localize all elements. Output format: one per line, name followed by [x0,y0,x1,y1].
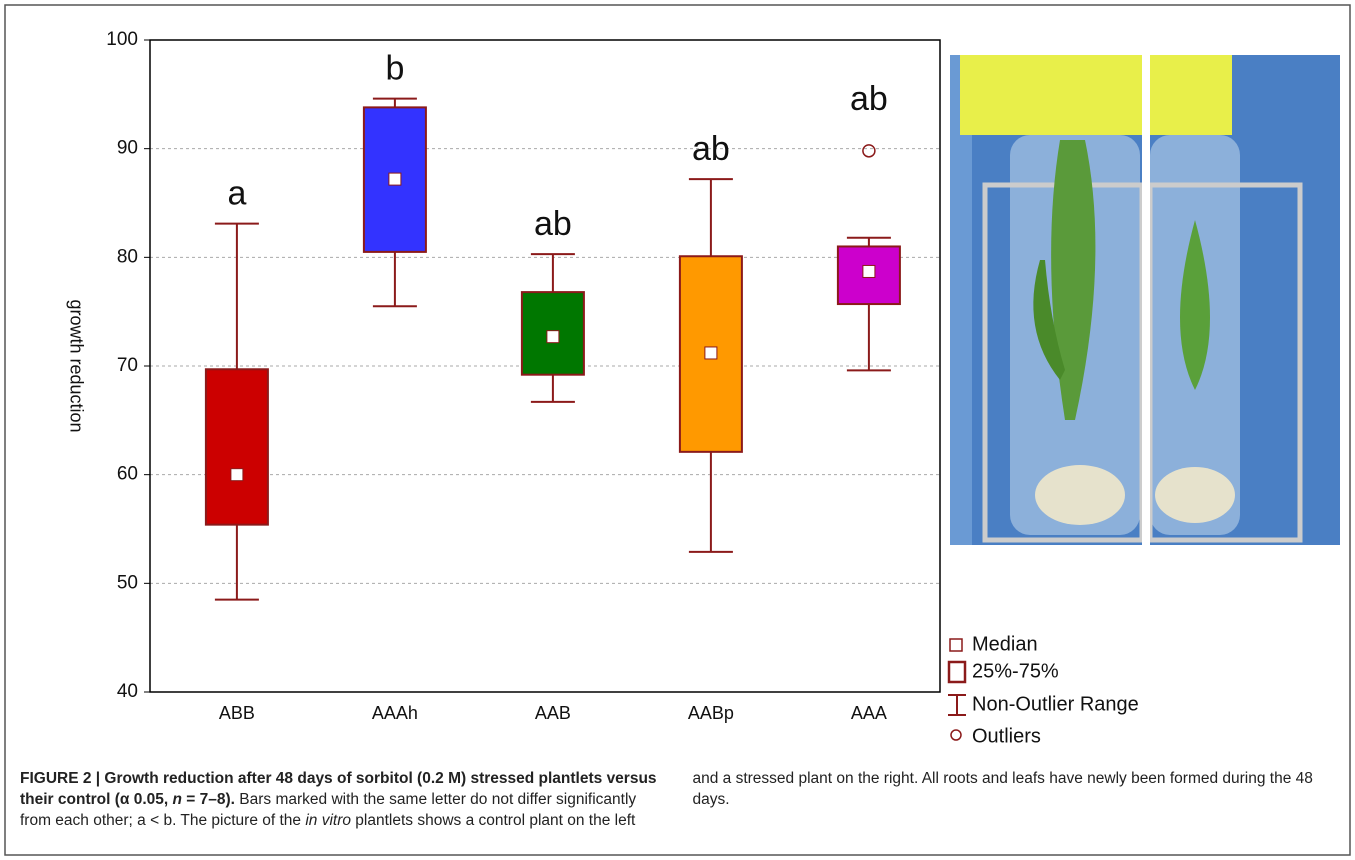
caption-bold-end: = 7–8). [182,791,235,808]
y-tick-label: 50 [117,572,138,593]
x-tick-label: AABp [688,703,734,723]
photo [950,55,1340,545]
median [547,331,559,343]
x-tick-label: AAA [851,703,887,723]
legend-icon [949,662,965,682]
legend-icon [950,639,962,651]
group-letter: ab [692,130,730,168]
x-tick-label: AAAh [372,703,418,723]
median [705,347,717,359]
group-letter: a [227,175,246,213]
x-tick-label: AAB [535,703,571,723]
median [389,173,401,185]
y-tick-label: 70 [117,355,138,376]
legend-icon [951,730,961,740]
y-tick-label: 40 [117,681,138,702]
y-tick-label: 80 [117,246,138,267]
legend-label: Outliers [972,725,1041,747]
caption-italic: in vitro [305,812,351,829]
figure: 40 50 60 70 80 90 100 growth reduction ABB a AAAh b… [0,0,1355,860]
median [863,265,875,277]
x-tick-label: ABB [219,703,255,723]
page: 40 50 60 70 80 90 100 growth reduction ABB a AAAh b… [0,0,1355,860]
y-tick-label: 60 [117,464,138,485]
legend-label: 25%-75% [972,660,1059,682]
y-axis-label: growth reduction [66,299,86,432]
legend-label: Median [972,633,1038,655]
y-tick-label: 100 [106,29,138,50]
group-letter: ab [534,205,572,243]
group-letter: b [385,50,404,88]
outlier [863,145,875,157]
median [231,469,243,481]
caption: FIGURE 2 | Growth reduction after 48 day… [20,768,1335,831]
legend-label: Non-Outlier Range [972,693,1139,715]
caption-bold-italic: n [173,791,182,808]
y-tick-label: 90 [117,138,138,159]
group-letter: ab [850,80,888,118]
box [206,369,268,524]
